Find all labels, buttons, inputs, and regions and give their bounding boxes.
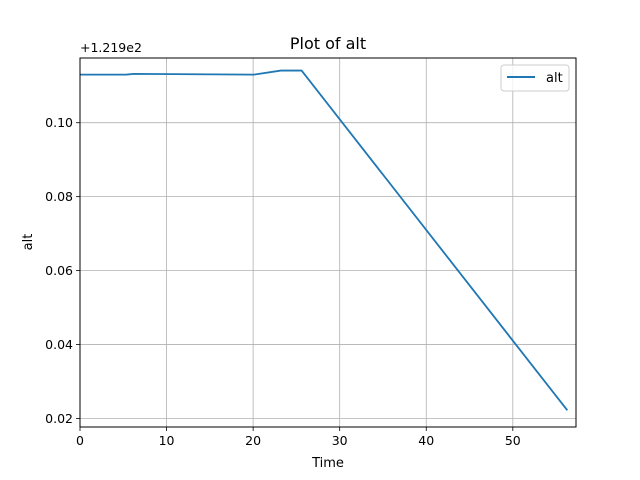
x-axis-ticks: 0 10 20 30 40 50 [76,427,521,448]
chart-title: Plot of alt [290,34,366,53]
series-layer [80,69,569,411]
y-tick-label: 0.04 [45,337,73,352]
y-tick-label: 0.02 [45,411,73,426]
grid-lines [79,58,576,427]
x-tick-label: 20 [245,433,261,448]
y-tick-label: 0.06 [45,263,73,278]
y-tick-label: 0.08 [45,189,73,204]
x-tick-label: 10 [159,433,175,448]
x-tick-label: 30 [332,433,348,448]
y-axis-offset-label: +1.219e2 [80,40,142,55]
legend-label: alt [546,71,563,86]
y-tick-label: 0.10 [45,115,73,130]
y-axis-ticks: 0.02 0.04 0.06 0.08 0.10 [45,115,80,426]
y-axis-title: alt [21,234,36,251]
series-line-alt [80,69,569,411]
legend: alt [500,64,570,92]
x-tick-label: 50 [505,433,521,448]
x-tick-label: 0 [76,433,84,448]
plot-area-frame [79,57,577,428]
x-tick-label: 40 [418,433,434,448]
x-axis-title: Time [311,456,344,471]
